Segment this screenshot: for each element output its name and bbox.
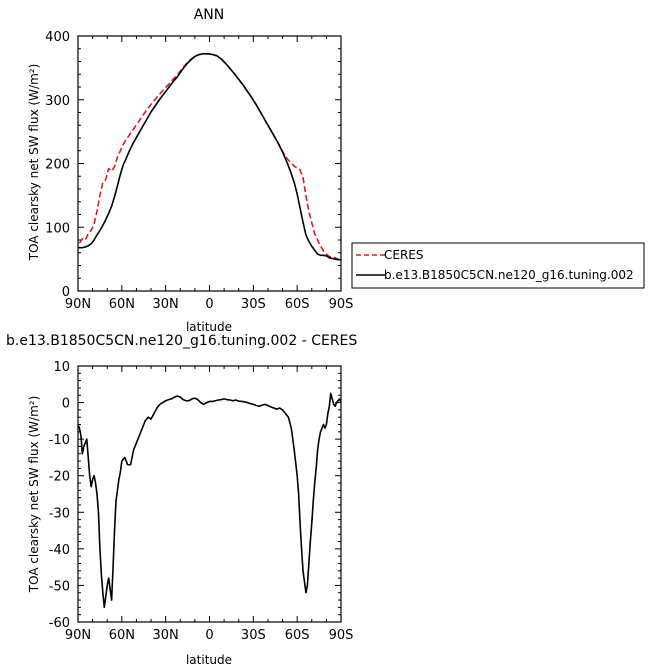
bottom-y-tick-label: 10	[53, 360, 70, 375]
top-x-tick-label: 90S	[329, 297, 354, 312]
bottom-x-tick-label: 60S	[285, 628, 310, 643]
top-y-tick-label: 100	[45, 221, 70, 236]
bottom-x-tick-label: 90S	[329, 628, 354, 643]
bottom-chart-title: b.e13.B1850C5CN.ne120_g16.tuning.002 - C…	[6, 333, 357, 349]
top-y-tick-label: 200	[45, 158, 70, 173]
legend-label-model: b.e13.B1850C5CN.ne120_g16.tuning.002	[384, 268, 634, 282]
bottom-x-tick-label: 60N	[109, 628, 135, 643]
top-x-tick-label: 0	[205, 297, 213, 312]
top-y-tick-label: 400	[45, 30, 70, 45]
bottom-y-tick-label: -50	[49, 579, 70, 594]
legend-box	[351, 242, 645, 289]
bottom-y-tick-label: -20	[49, 470, 70, 485]
bottom-y-tick-label: -60	[49, 616, 70, 631]
top-y-axis-label: TOA clearsky net SW flux (W/m²)	[27, 64, 41, 262]
bottom-y-axis-label-group: TOA clearsky net SW flux (W/m²)	[27, 396, 41, 594]
top-x-tick-label: 90N	[65, 297, 91, 312]
bottom-y-tick-label: -40	[49, 543, 70, 558]
top-y-axis-label-group: TOA clearsky net SW flux (W/m²)	[27, 64, 41, 262]
top-plot-content: 90N 60N 30N 0 30S 60S 90S 0 100 200 300 400	[45, 30, 353, 312]
top-x-tick-label: 60N	[109, 297, 135, 312]
top-x-tick-label: 60S	[285, 297, 310, 312]
top-x-axis-label: latitude	[186, 320, 232, 334]
top-plot-frame	[77, 35, 342, 292]
legend-label-ceres: CERES	[384, 248, 424, 262]
bottom-line-series-0	[77, 392, 342, 609]
top-line-b-e13-b1850c5cn-ne120-g16-tuning-002	[78, 53, 341, 261]
top-y-tick-label: 0	[62, 285, 70, 300]
bottom-y-tick-label: -30	[49, 506, 70, 521]
bottom-y-tick-label: 0	[62, 397, 70, 412]
bottom-x-tick-label: 0	[205, 628, 213, 643]
bottom-x-axis-label: latitude	[186, 653, 232, 667]
top-x-tick-label: 30N	[153, 297, 179, 312]
top-y-tick-label: 300	[45, 94, 70, 109]
bottom-x-tick-label: 30S	[241, 628, 266, 643]
bottom-panel: b.e13.B1850C5CN.ne120_g16.tuning.002 - C…	[6, 333, 357, 667]
bottom-y-axis-label: TOA clearsky net SW flux (W/m²)	[27, 396, 41, 594]
bottom-x-tick-label: 90N	[65, 628, 91, 643]
bottom-y-tick-label: -10	[49, 433, 70, 448]
top-x-tick-label: 30S	[241, 297, 266, 312]
bottom-plot-content: 90N 60N 30N 0 30S 60S 90S -60 -50 -40 -30 -20 -10 0 10	[49, 360, 354, 643]
bottom-x-tick-label: 30N	[153, 628, 179, 643]
top-panel: ANN TOA clearsky net SW flux (W/m²) lati…	[27, 7, 353, 334]
top-chart-title: ANN	[194, 7, 225, 23]
top-line-ceres	[78, 53, 342, 262]
legend: CERES b.e13.B1850C5CN.ne120_g16.tuning.0…	[351, 242, 645, 289]
